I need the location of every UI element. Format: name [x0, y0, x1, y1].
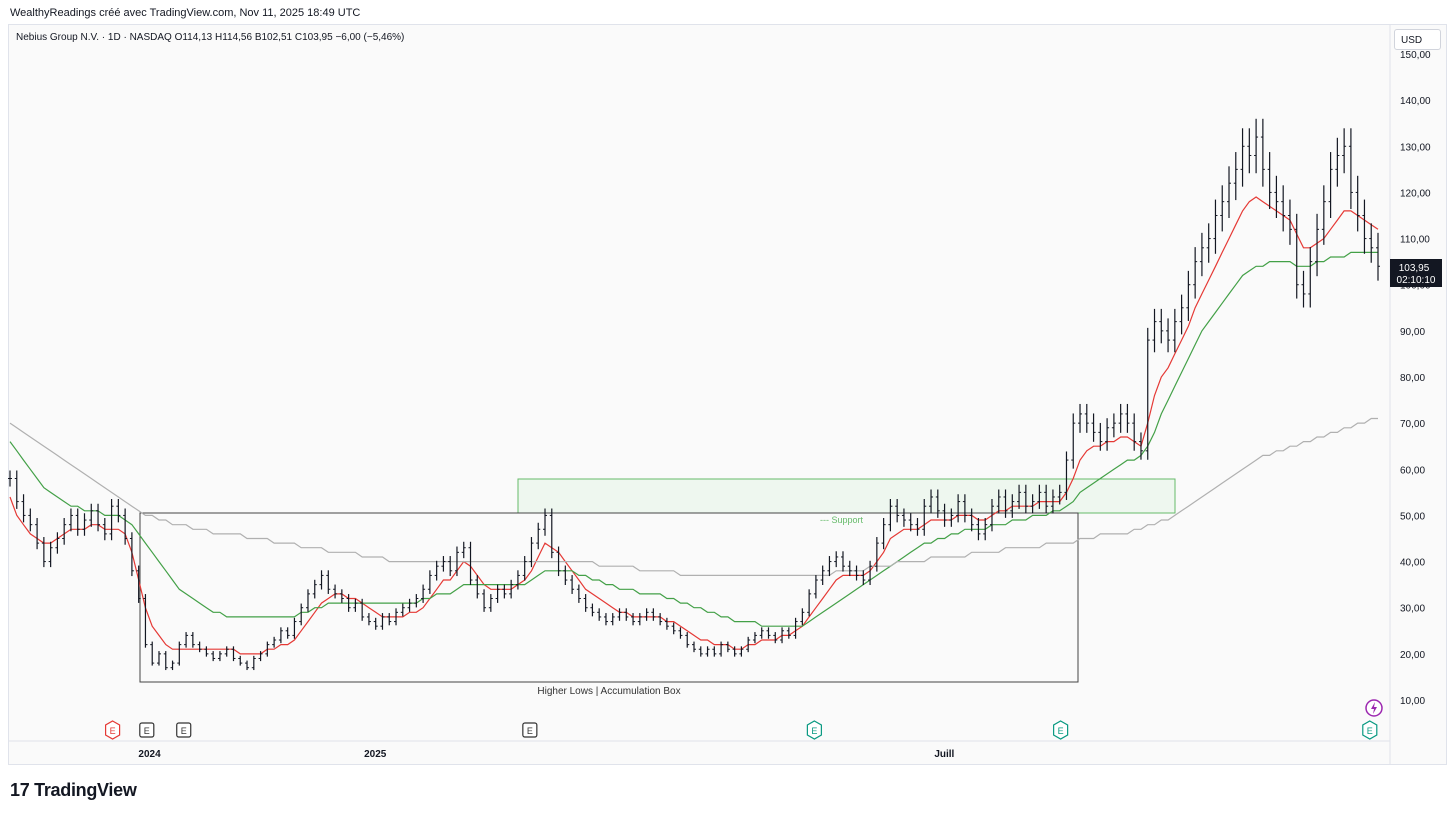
tradingview-logo: 17 TradingView: [10, 780, 137, 801]
y-tick-label: 70,00: [1400, 419, 1425, 430]
y-tick-label: 60,00: [1400, 465, 1425, 476]
earnings-event-marker: E: [139, 722, 155, 738]
lightning-icon[interactable]: [1365, 699, 1383, 717]
chart-author-header: WealthyReadings créé avec TradingView.co…: [10, 7, 361, 19]
earnings-event-marker: E: [105, 720, 121, 740]
earnings-event-marker: E: [806, 720, 822, 740]
y-tick-label: 80,00: [1400, 373, 1425, 384]
ma-line-ma_fast: [9, 196, 1379, 655]
earnings-event-marker: E: [176, 722, 192, 738]
earnings-event-label: E: [811, 726, 817, 736]
y-tick-label: 10,00: [1400, 696, 1425, 707]
price-bars: [8, 118, 1380, 671]
y-tick-label: 20,00: [1400, 650, 1425, 661]
y-tick-label: 90,00: [1400, 327, 1425, 338]
y-tick-label: 40,00: [1400, 558, 1425, 569]
earnings-event-marker: E: [1053, 720, 1069, 740]
accumulation-box: [139, 512, 1079, 683]
earnings-event-label: E: [1058, 726, 1064, 736]
earnings-event-marker: E: [1362, 720, 1378, 740]
earnings-event-label: E: [181, 726, 187, 736]
y-axis: 10,00 20,00 30,00 40,00 50,00 60,00 70,00 80,00…: [1400, 50, 1431, 707]
support-zone: [517, 478, 1176, 514]
currency-selector[interactable]: USD: [1394, 29, 1441, 50]
earnings-event-label: E: [110, 726, 116, 736]
earnings-event-marker: E: [522, 722, 538, 738]
y-tick-label: 140,00: [1400, 96, 1431, 107]
tv-logo-text: TradingView: [34, 780, 137, 800]
y-tick-label: 30,00: [1400, 604, 1425, 615]
ma-line-ma_slow: [9, 417, 1378, 576]
price-tag-value: 103,95: [1399, 263, 1430, 274]
price-tag: 103,95 02:10:10: [1390, 259, 1442, 287]
x-tick-label: 2025: [364, 749, 387, 760]
x-tick-label: 2024: [138, 749, 161, 760]
x-tick-label: Juill: [934, 749, 954, 760]
y-tick-label: 150,00: [1400, 50, 1431, 61]
moving-averages: [9, 196, 1379, 655]
y-tick-label: 50,00: [1400, 511, 1425, 522]
chart-frame[interactable]: [8, 24, 1447, 765]
y-tick-label: 110,00: [1400, 235, 1430, 246]
support-label: --- Support: [820, 515, 864, 525]
x-axis: 2024 2025 Juill: [138, 749, 954, 760]
earnings-event-label: E: [1367, 726, 1373, 736]
y-tick-label: 120,00: [1400, 188, 1431, 199]
earnings-event-label: E: [144, 726, 150, 736]
y-tick-label: 130,00: [1400, 142, 1431, 153]
tv-logo-icon: 17: [10, 780, 30, 800]
box-label: Higher Lows | Accumulation Box: [537, 686, 680, 697]
symbol-legend: Nebius Group N.V. · 1D · NASDAQ O114,13 …: [16, 32, 405, 43]
ma-line-ma_mid: [9, 251, 1378, 627]
earnings-event-label: E: [527, 726, 533, 736]
price-tag-countdown: 02:10:10: [1397, 275, 1436, 286]
